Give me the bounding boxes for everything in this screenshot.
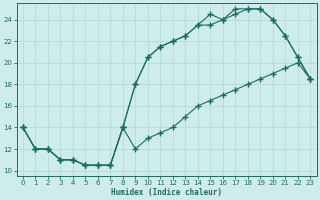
X-axis label: Humidex (Indice chaleur): Humidex (Indice chaleur): [111, 188, 222, 197]
